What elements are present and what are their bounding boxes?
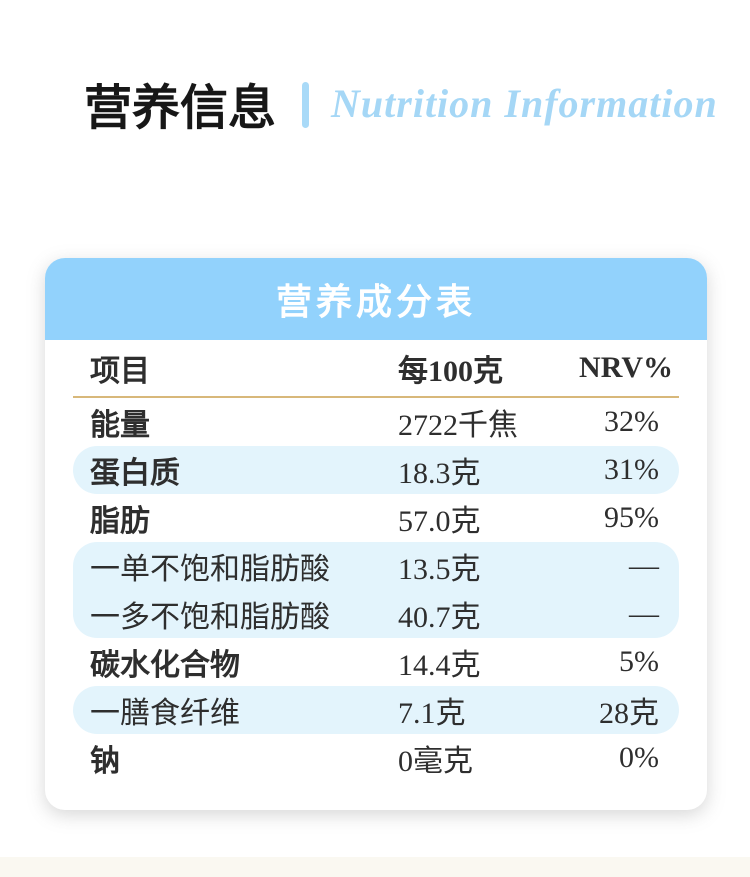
row-item-label: 脂肪 — [90, 505, 150, 538]
row-per100g-value: 7.1克 — [398, 697, 466, 730]
header-item-column: 项目 — [90, 355, 150, 388]
table-row: 一单不饱和脂肪酸 13.5克 — — [73, 542, 679, 590]
row-nrv-value: — — [629, 597, 659, 630]
section-title-chinese: 营养信息 — [84, 82, 277, 135]
row-item-label: 一多不饱和脂肪酸 — [90, 601, 330, 634]
row-item-label: 一单不饱和脂肪酸 — [90, 553, 330, 586]
row-per100g-value: 14.4克 — [398, 649, 481, 682]
row-per100g-value: 40.7克 — [398, 601, 481, 634]
row-nrv-value: 32% — [604, 405, 659, 438]
nutrition-table-header: 项目 每100克 NRV% — [73, 340, 679, 398]
header-nrv-column: NRV% — [579, 351, 673, 384]
nutrition-table: 项目 每100克 NRV% 能量 2722千焦 32% 蛋白质 18.3克 31% 脂肪 57… — [45, 340, 707, 782]
table-row: 能量 2722千焦 32% — [73, 398, 679, 446]
row-nrv-value: 0% — [619, 741, 659, 774]
row-item-label: 能量 — [90, 409, 150, 442]
row-nrv-value: — — [629, 549, 659, 582]
nutrition-card: 营养成分表 项目 每100克 NRV% 能量 2722千焦 32% 蛋白质 18.3克 3… — [45, 258, 707, 810]
header-per100g-column: 每100克 — [398, 355, 503, 388]
title-divider-bar — [302, 82, 310, 128]
section-title-english: Nutrition Information — [331, 80, 718, 126]
table-row: 脂肪 57.0克 95% — [73, 494, 679, 542]
table-row: 碳水化合物 14.4克 5% — [73, 638, 679, 686]
row-item-label: 钠 — [90, 745, 120, 778]
nutrition-card-banner-title: 营养成分表 — [275, 281, 476, 322]
row-item-label: 碳水化合物 — [90, 649, 240, 682]
row-nrv-value: 28克 — [599, 697, 659, 730]
row-per100g-value: 0毫克 — [398, 745, 473, 778]
row-nrv-value: 95% — [604, 501, 659, 534]
row-per100g-value: 57.0克 — [398, 505, 481, 538]
row-per100g-value: 2722千焦 — [398, 409, 518, 442]
row-per100g-value: 13.5克 — [398, 553, 481, 586]
table-row: 钠 0毫克 0% — [73, 734, 679, 782]
table-row: 一膳食纤维 7.1克 28克 — [73, 686, 679, 734]
nutrition-table-body: 能量 2722千焦 32% 蛋白质 18.3克 31% 脂肪 57.0克 95% 一单不饱和脂肪酸… — [73, 398, 679, 782]
nutrition-card-banner: 营养成分表 — [45, 258, 707, 340]
section-title: 营养信息 Nutrition Information — [84, 70, 750, 136]
row-nrv-value: 5% — [619, 645, 659, 678]
row-nrv-value: 31% — [604, 453, 659, 486]
table-row: 蛋白质 18.3克 31% — [73, 446, 679, 494]
next-section-strip — [0, 857, 750, 877]
row-item-label: 一膳食纤维 — [90, 697, 240, 730]
row-per100g-value: 18.3克 — [398, 457, 481, 490]
table-row: 一多不饱和脂肪酸 40.7克 — — [73, 590, 679, 638]
row-item-label: 蛋白质 — [90, 457, 180, 490]
